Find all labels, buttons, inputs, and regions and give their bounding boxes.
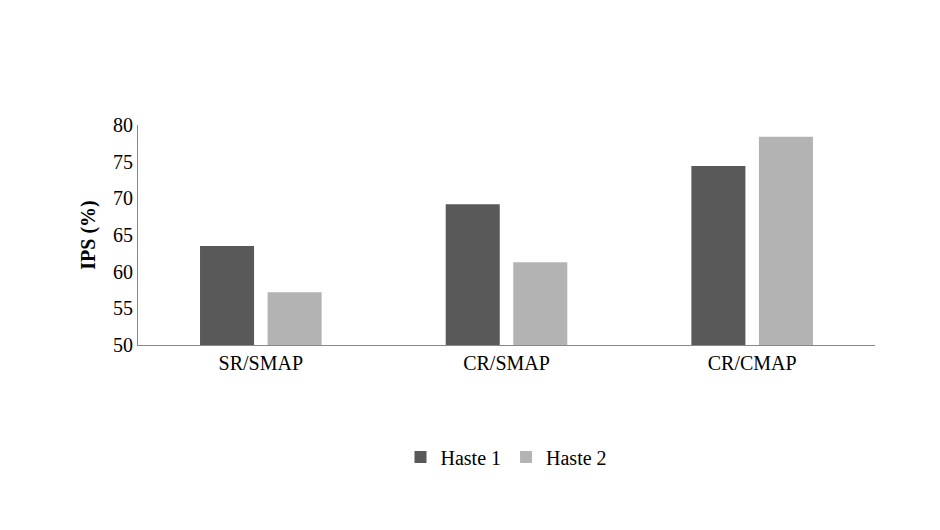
svg-text:SR/SMAP: SR/SMAP — [219, 352, 304, 374]
svg-text:70: 70 — [113, 187, 133, 209]
svg-text:75: 75 — [113, 151, 133, 173]
svg-text:80: 80 — [113, 114, 133, 136]
svg-text:55: 55 — [113, 297, 133, 319]
svg-text:Haste 2: Haste 2 — [546, 447, 607, 469]
svg-text:Haste 1: Haste 1 — [441, 447, 502, 469]
svg-text:60: 60 — [113, 261, 133, 283]
svg-text:CR/SMAP: CR/SMAP — [463, 352, 550, 374]
svg-text:CR/CMAP: CR/CMAP — [708, 352, 797, 374]
svg-text:IPS (%): IPS (%) — [77, 200, 100, 269]
svg-text:50: 50 — [113, 334, 133, 356]
svg-text:65: 65 — [113, 224, 133, 246]
